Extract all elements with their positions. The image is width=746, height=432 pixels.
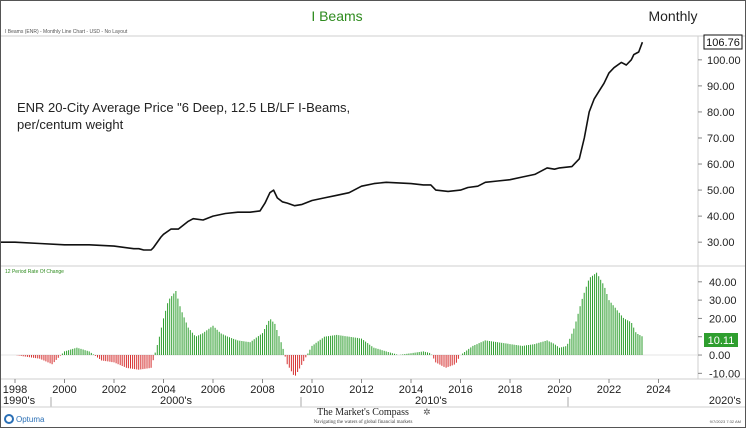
price-tick-label-4: 70.00 bbox=[707, 133, 735, 145]
roc-tick-label-1: 0.00 bbox=[709, 350, 730, 362]
price-annotation-line2: per/centum weight bbox=[17, 117, 124, 132]
optuma-icon bbox=[4, 414, 14, 424]
x-axis: 1998 2000 2002 2004 2006 2008 2010 2012 2014 2016… bbox=[3, 379, 671, 396]
roc-tick-label-0: -10.00 bbox=[709, 368, 740, 380]
x-tick-label-3: 2004 bbox=[151, 384, 175, 396]
x-tick-label-8: 2014 bbox=[399, 384, 423, 396]
price-tick-label-6: 90.00 bbox=[707, 81, 735, 93]
decade-label-3: 2020's bbox=[709, 395, 742, 407]
x-tick-label-2: 2002 bbox=[102, 384, 126, 396]
decade-label-2: 2010's bbox=[415, 395, 448, 407]
optuma-label: Optuma bbox=[16, 415, 45, 424]
x-tick-label-10: 2018 bbox=[498, 384, 522, 396]
x-tick-label-1: 2000 bbox=[52, 384, 76, 396]
price-line-series bbox=[1, 41, 644, 251]
x-tick-label-5: 2008 bbox=[250, 384, 274, 396]
price-tick-label-7: 100.00 bbox=[707, 55, 741, 67]
roc-tick-label-5: 40.00 bbox=[709, 277, 737, 289]
price-tick-label-0: 30.00 bbox=[707, 237, 735, 249]
price-last-value: 106.76 bbox=[706, 37, 740, 49]
compass-icon: ✲ bbox=[423, 407, 431, 417]
price-tick-label-3: 60.00 bbox=[707, 159, 735, 171]
roc-tick-label-3: 20.00 bbox=[709, 313, 737, 325]
decade-label-0: 1990's bbox=[3, 395, 36, 407]
price-tick-label-2: 50.00 bbox=[707, 185, 735, 197]
roc-panel-title: 12 Period Rate Of Change bbox=[5, 269, 64, 275]
x-tick-label-12: 2022 bbox=[597, 384, 621, 396]
price-y-axis: 30.00 40.00 50.00 60.00 70.00 80.00 90.00 100.0… bbox=[698, 55, 741, 249]
x-tick-label-11: 2020 bbox=[547, 384, 571, 396]
roc-last-value: 10.11 bbox=[708, 335, 735, 347]
decade-label-1: 2000's bbox=[160, 395, 193, 407]
roc-tick-label-4: 30.00 bbox=[709, 295, 737, 307]
render-timestamp: 9/7/2023 7:32 AM bbox=[710, 419, 741, 424]
chart-period: Monthly bbox=[648, 8, 697, 24]
x-tick-label-6: 2010 bbox=[300, 384, 324, 396]
x-tick-label-7: 2012 bbox=[349, 384, 373, 396]
price-tick-label-1: 40.00 bbox=[707, 211, 735, 223]
roc-bars bbox=[16, 272, 643, 376]
decade-axis: 1990's 2000's 2010's 2020's bbox=[1, 395, 745, 408]
x-tick-label-9: 2016 bbox=[448, 384, 472, 396]
x-tick-label-13: 2024 bbox=[646, 384, 670, 396]
x-tick-label-4: 2006 bbox=[201, 384, 225, 396]
price-annotation-line1: ENR 20-City Average Price "6 Deep, 12.5 … bbox=[17, 100, 350, 115]
x-tick-label-0: 1998 bbox=[3, 384, 27, 396]
price-tick-label-5: 80.00 bbox=[707, 107, 735, 119]
price-last-value-tag: 106.76 bbox=[703, 34, 743, 50]
brand-tagline: Navigating the waters of global financia… bbox=[314, 420, 413, 425]
roc-last-value-tag: 10.11 bbox=[704, 333, 738, 347]
brand-name: The Market's Compass bbox=[317, 407, 409, 418]
chart-subtitle: I Beams (ENR) - Monthly Line Chart - USD… bbox=[5, 29, 128, 35]
optuma-logo: Optuma bbox=[4, 414, 45, 424]
chart-title: I Beams bbox=[311, 8, 362, 24]
